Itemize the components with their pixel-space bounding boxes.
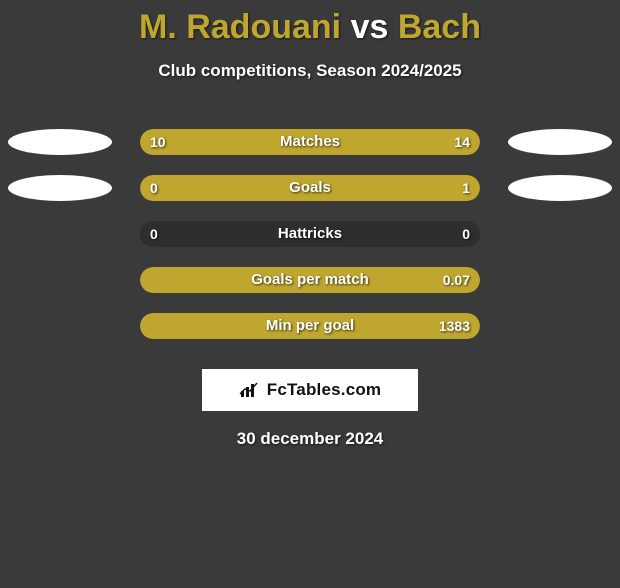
subtitle: Club competitions, Season 2024/2025 — [0, 61, 620, 81]
stat-row: 1383Min per goal — [0, 309, 620, 355]
bar-fill-left — [140, 313, 276, 339]
logo-text: FcTables.com — [267, 380, 382, 400]
stat-row: 0.07Goals per match — [0, 263, 620, 309]
player2-ellipse — [508, 175, 612, 201]
stat-bar: 0.07Goals per match — [140, 267, 480, 293]
bar-fill-right — [276, 313, 480, 339]
bar-fill-left — [140, 129, 282, 155]
stat-value-right: 0 — [462, 221, 470, 247]
logo-box: FcTables.com — [202, 369, 418, 411]
player1-ellipse — [8, 129, 112, 155]
stat-row: 1014Matches — [0, 125, 620, 171]
stat-bar: 01Goals — [140, 175, 480, 201]
bar-fill-left — [140, 267, 242, 293]
stat-row: 0 0Hattricks — [0, 217, 620, 263]
date-text: 30 december 2024 — [0, 429, 620, 449]
stat-label: Hattricks — [140, 221, 480, 247]
bar-fill-right — [242, 267, 480, 293]
stat-bar: 0 0Hattricks — [140, 221, 480, 247]
player1-ellipse — [8, 175, 112, 201]
stat-value-left: 0 — [150, 221, 158, 247]
stat-bar: 1014Matches — [140, 129, 480, 155]
bar-fill-right — [282, 129, 480, 155]
vs-text: vs — [351, 8, 389, 46]
player2-ellipse — [508, 129, 612, 155]
comparison-title: M. Radouani vs Bach — [0, 8, 620, 47]
player2-name: Bach — [398, 8, 481, 46]
stat-bar: 1383Min per goal — [140, 313, 480, 339]
stat-row: 01Goals — [0, 171, 620, 217]
stats-rows: 1014Matches 01Goals 0 0Hattricks 0.07Goals p… — [0, 125, 620, 355]
bar-chart-icon — [239, 381, 261, 399]
bar-fill-right — [208, 175, 480, 201]
player1-name: M. Radouani — [139, 8, 341, 46]
bar-fill-left — [140, 175, 208, 201]
